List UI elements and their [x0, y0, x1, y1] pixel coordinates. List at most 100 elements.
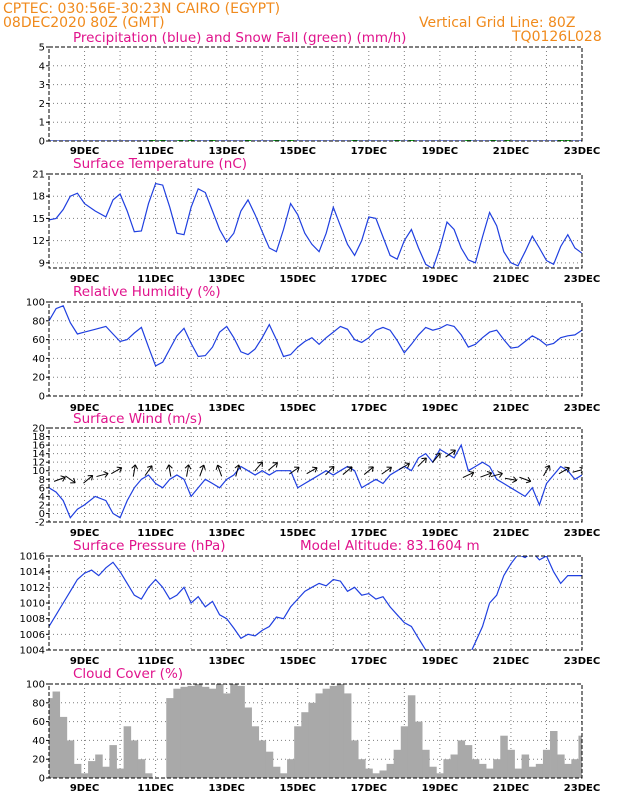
cloud-bar — [315, 693, 324, 778]
xtick-label: 19DEC — [422, 274, 458, 285]
wind-arrow — [267, 462, 278, 471]
cloud-bar — [123, 726, 132, 778]
panel-frame — [48, 46, 583, 142]
xtick-label: 21DEC — [493, 146, 529, 157]
cloud-bar — [550, 731, 558, 778]
cloud-bar — [251, 726, 260, 778]
cloud-bar — [393, 749, 402, 778]
plot-area-temp — [49, 182, 582, 268]
xtick-label: 13DEC — [208, 403, 244, 414]
cloud-bar — [59, 716, 68, 778]
ytick-label: 18 — [32, 192, 45, 203]
cloud-bar — [436, 773, 444, 778]
xtick-label: 9DEC — [70, 146, 99, 157]
cloud-bar — [294, 726, 302, 778]
xtick-label: 15DEC — [280, 783, 316, 794]
plot-area-pressure — [49, 556, 582, 650]
xtick-label: 9DEC — [70, 656, 99, 667]
cloud-bar — [336, 684, 345, 778]
xtick-label: 23DEC — [564, 783, 600, 794]
ytick-label: 16 — [32, 441, 45, 452]
plot-area-rh — [49, 305, 582, 367]
wind-arrow — [166, 464, 173, 477]
ytick-label: 4 — [39, 492, 45, 503]
cloud-bar — [578, 735, 582, 778]
ytick-label: 9 — [39, 258, 45, 269]
cloud-bar — [265, 751, 274, 778]
ytick-label: 1006 — [20, 630, 45, 641]
ytick-label: 4 — [39, 61, 45, 72]
wind-arrow — [417, 457, 427, 467]
xtick-label: 9DEC — [70, 403, 99, 414]
xtick-label: 11DEC — [137, 146, 173, 157]
ytick-label: 60 — [32, 717, 45, 728]
xtick-label: 23DEC — [564, 656, 600, 667]
xtick-label: 21DEC — [493, 403, 529, 414]
cloud-bar — [351, 740, 359, 778]
series-line — [49, 561, 427, 650]
cloud-bar — [450, 754, 459, 778]
xtick-label: 9DEC — [70, 528, 99, 539]
ytick-label: 0 — [39, 392, 45, 403]
header-location: CPTEC: 030:56E-30:23N CAIRO (EGYPT) — [3, 1, 280, 17]
cloud-bar — [557, 754, 565, 778]
wind-arrow — [480, 471, 493, 478]
wind-arrow — [288, 466, 300, 475]
xtick-label: 11DEC — [137, 274, 173, 285]
panel-precip: Precipitation (blue) and Snow Fall (gree… — [39, 30, 601, 157]
cloud-bar — [372, 773, 380, 778]
panel-frame — [48, 301, 583, 397]
cloud-bar — [379, 770, 387, 778]
wind-arrow — [306, 466, 318, 475]
ytick-label: 1004 — [20, 646, 45, 657]
wind-arrow — [462, 470, 475, 478]
cloud-bar — [329, 685, 338, 778]
wind-arrow — [490, 471, 503, 478]
ytick-label: 0 — [39, 774, 45, 785]
cloud-bar — [500, 735, 508, 778]
panel-frame — [48, 555, 583, 651]
wind-arrow — [53, 475, 66, 482]
ytick-label: 1016 — [20, 552, 45, 563]
ytick-label: 2 — [39, 99, 45, 110]
cloud-bar — [365, 768, 373, 778]
panel-frame — [48, 173, 583, 269]
cloud-bar — [80, 773, 89, 778]
wind-arrow — [215, 464, 223, 477]
xtick-label: 13DEC — [208, 528, 244, 539]
plot-area-cloud — [49, 684, 582, 778]
cloud-bar — [187, 685, 196, 778]
wind-arrow — [83, 474, 94, 484]
wind-arrow — [144, 465, 153, 476]
cloud-bar — [535, 763, 544, 778]
ytick-label: 15 — [32, 214, 45, 225]
xtick-label: 13DEC — [208, 783, 244, 794]
wind-arrow — [543, 465, 551, 477]
ytick-label: 80 — [32, 316, 45, 327]
xtick-label: 23DEC — [564, 403, 600, 414]
cloud-bar — [230, 684, 238, 778]
cloud-bar — [166, 698, 174, 778]
wind-arrow — [254, 461, 263, 472]
xtick-label: 9DEC — [70, 783, 99, 794]
series-line — [49, 305, 582, 367]
ytick-label: 5 — [39, 43, 45, 54]
cloud-bar — [116, 768, 125, 778]
xtick-label: 13DEC — [208, 274, 244, 285]
cloud-bar — [194, 684, 203, 778]
cloud-bar — [400, 726, 409, 778]
xtick-label: 19DEC — [422, 656, 458, 667]
ytick-label: 40 — [32, 354, 45, 365]
xtick-label: 11DEC — [137, 403, 173, 414]
panel-title-cloud: Cloud Cover (%) — [73, 666, 183, 682]
cloud-bar — [49, 698, 53, 778]
cloud-bar — [493, 759, 501, 778]
ytick-label: 1008 — [20, 614, 45, 625]
cloud-bar — [223, 693, 231, 778]
ytick-label: 10 — [32, 466, 45, 477]
panel-cloud: Cloud Cover (%) 0 20 40 60 80 100 9DEC 11DEC 13DE… — [26, 666, 600, 794]
ytick-label: 20 — [32, 373, 45, 384]
cloud-bar — [471, 759, 480, 778]
cloud-bar — [173, 688, 181, 778]
header-grid-line: Vertical Grid Line: 80Z — [419, 15, 575, 31]
